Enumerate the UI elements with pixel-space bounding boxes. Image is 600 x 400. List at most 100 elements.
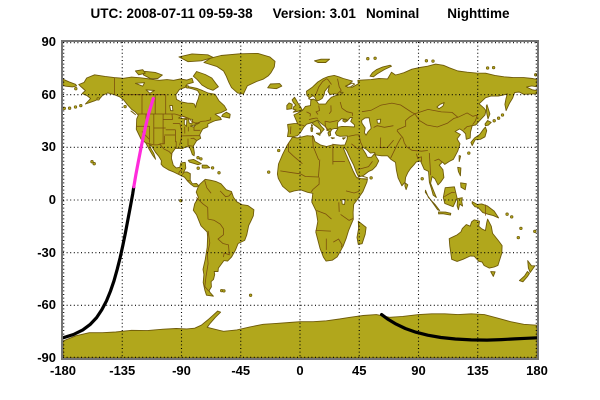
country-border xyxy=(306,111,311,117)
country-border xyxy=(333,238,343,248)
country-border xyxy=(318,159,321,178)
country-border xyxy=(348,134,364,148)
island-speck xyxy=(74,87,78,91)
country-border xyxy=(195,197,208,208)
island-speck xyxy=(90,160,94,164)
country-border xyxy=(178,168,183,175)
luzon xyxy=(457,166,462,177)
country-border xyxy=(325,120,338,123)
map-plot-frame xyxy=(61,40,539,360)
country-border xyxy=(310,177,320,193)
country-border xyxy=(219,190,233,198)
x-tick-label: -90 xyxy=(172,363,191,378)
island-speck xyxy=(534,73,537,77)
country-border xyxy=(326,78,332,85)
new-zealand-south xyxy=(518,271,530,283)
lake-winnipeg xyxy=(169,104,174,112)
island-speck xyxy=(196,156,200,160)
country-border xyxy=(288,142,303,165)
island-speck xyxy=(92,162,96,166)
country-border xyxy=(340,214,354,221)
ground-track-ascending xyxy=(63,185,136,340)
tasmania xyxy=(490,271,496,277)
country-border xyxy=(181,172,185,175)
java xyxy=(438,211,452,216)
caspian-sea xyxy=(361,117,372,136)
island-speck xyxy=(123,104,127,109)
island-speck xyxy=(217,171,221,175)
country-border xyxy=(336,78,342,95)
white-sea xyxy=(346,82,356,88)
sumatra xyxy=(424,189,441,211)
new-zealand-north xyxy=(527,260,536,273)
plot-title: UTC: 2008-07-11 09-59-38 Version: 3.01 Nom… xyxy=(0,6,600,21)
country-border xyxy=(171,113,173,120)
island-speck xyxy=(196,166,200,170)
great-bear-lake xyxy=(134,82,146,87)
victoria-island xyxy=(142,70,163,79)
country-border xyxy=(345,190,360,194)
y-tick-label: 0 xyxy=(48,192,56,207)
ground-track-current xyxy=(132,96,155,189)
country-border xyxy=(187,145,193,147)
country-border xyxy=(297,123,305,126)
greece xyxy=(326,128,333,137)
sulawesi xyxy=(456,197,464,211)
x-tick-label: -45 xyxy=(231,363,251,378)
country-border xyxy=(204,230,211,292)
vancouver-island xyxy=(130,110,136,116)
great-britain xyxy=(291,96,303,113)
y-tick-label: -90 xyxy=(37,350,56,365)
x-tick-label: 0 xyxy=(296,363,304,378)
lake-michigan xyxy=(183,118,188,127)
ground-track-south xyxy=(380,313,537,342)
sri-lanka xyxy=(404,182,409,191)
island-speck xyxy=(73,105,78,109)
country-border xyxy=(316,210,332,220)
hokkaido xyxy=(484,120,492,127)
black-sea xyxy=(336,117,356,128)
taiwan xyxy=(458,155,462,163)
iceland xyxy=(267,83,283,90)
ellesmere-island xyxy=(178,53,214,63)
corsica xyxy=(310,124,313,128)
country-border xyxy=(290,126,292,135)
phase-label: Nighttime xyxy=(447,6,510,21)
island-speck xyxy=(492,119,496,123)
island-speck xyxy=(510,215,514,219)
sakhalin xyxy=(485,104,491,120)
y-tick-label: 60 xyxy=(41,86,56,102)
greenland xyxy=(203,52,276,95)
lake-erie xyxy=(189,124,197,128)
country-border xyxy=(312,134,320,161)
australia xyxy=(448,218,503,269)
chukotka-wrap xyxy=(63,78,78,88)
world-map xyxy=(63,42,537,358)
lake-huron xyxy=(188,118,194,125)
hispaniola xyxy=(201,164,211,169)
x-tick-label: -180 xyxy=(49,363,77,378)
island-speck xyxy=(420,177,424,181)
red-sea xyxy=(342,147,368,180)
afro-eurasia xyxy=(276,63,537,262)
island-speck xyxy=(67,106,72,110)
borneo xyxy=(442,186,458,208)
island-speck xyxy=(500,113,505,117)
island-speck xyxy=(199,157,203,161)
mindanao xyxy=(460,182,467,191)
island-speck xyxy=(369,176,373,180)
country-border xyxy=(138,113,212,125)
country-border xyxy=(179,123,183,146)
island-speck xyxy=(519,226,523,231)
country-border xyxy=(463,125,473,130)
island-speck xyxy=(366,57,370,61)
country-border xyxy=(315,105,320,115)
novaya-zemlya xyxy=(369,64,392,78)
country-border xyxy=(434,158,443,163)
sardinia xyxy=(310,127,314,133)
island-speck xyxy=(277,148,281,153)
svalbard xyxy=(314,58,331,63)
newfoundland xyxy=(221,111,231,119)
italy xyxy=(309,119,325,134)
